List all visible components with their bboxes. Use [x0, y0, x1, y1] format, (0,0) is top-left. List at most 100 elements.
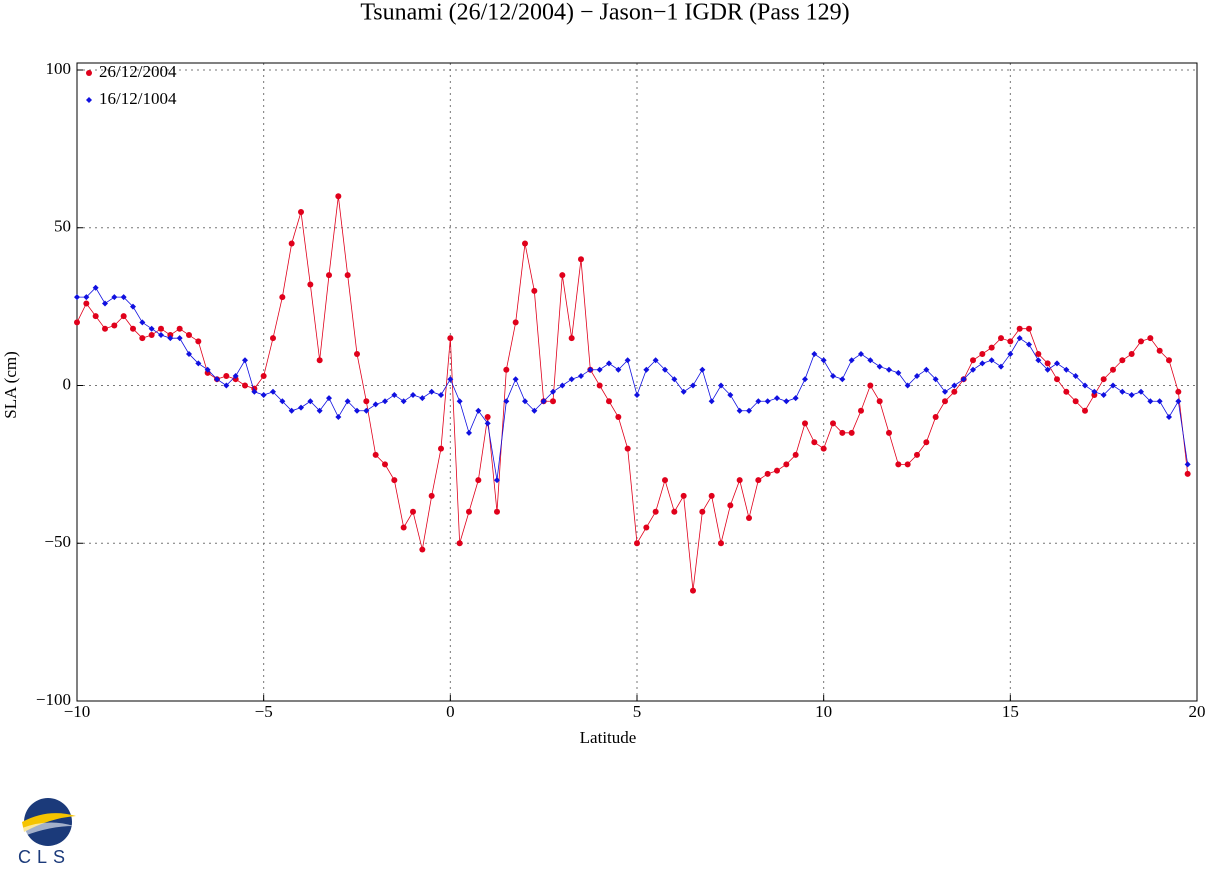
point [382, 461, 388, 468]
point [755, 477, 762, 484]
point [195, 338, 202, 345]
point [344, 398, 351, 405]
point [279, 294, 286, 301]
point [886, 366, 892, 373]
y-tick-label: −50 [44, 532, 71, 551]
point [204, 366, 211, 373]
point [886, 429, 892, 436]
point [876, 398, 883, 405]
point [456, 398, 463, 405]
point [904, 461, 911, 468]
x-tick-label: 5 [633, 702, 642, 721]
x-tick-label: 10 [815, 702, 832, 721]
point [1007, 350, 1014, 357]
point [1166, 414, 1172, 421]
point [531, 287, 538, 294]
point [456, 540, 463, 547]
point [811, 350, 818, 357]
point [634, 391, 640, 398]
point [727, 502, 734, 509]
x-tick-label: −10 [64, 702, 91, 721]
point [419, 395, 426, 402]
point [400, 524, 407, 531]
point [512, 319, 519, 326]
point [1100, 376, 1107, 383]
point [1044, 360, 1051, 367]
point [326, 272, 332, 279]
point [531, 407, 538, 414]
point [998, 335, 1004, 342]
point [764, 398, 771, 405]
point [774, 467, 780, 474]
point [102, 325, 108, 332]
point [391, 477, 398, 484]
point [494, 477, 500, 484]
point [895, 369, 902, 376]
point [382, 398, 388, 405]
point [988, 344, 995, 351]
legend-label: 26/12/2004 [99, 62, 177, 81]
point [746, 407, 752, 414]
point [354, 407, 360, 414]
point [503, 366, 510, 373]
point [718, 540, 724, 547]
legend-label: 16/12/1004 [99, 89, 177, 108]
point [335, 193, 342, 200]
point [755, 398, 762, 405]
point [428, 492, 435, 499]
point [839, 376, 846, 383]
point [979, 360, 986, 367]
point [335, 414, 342, 421]
point [447, 335, 454, 342]
point [867, 382, 874, 389]
point [1026, 325, 1032, 332]
point [951, 388, 958, 395]
point [307, 281, 314, 288]
legend-marker [86, 97, 92, 103]
logo-text: CLS [18, 847, 71, 867]
point [550, 398, 556, 405]
point [1007, 338, 1014, 345]
point [615, 414, 622, 421]
point [92, 313, 99, 320]
point [1082, 382, 1088, 389]
point [522, 398, 528, 405]
point [83, 294, 90, 301]
point [223, 373, 230, 380]
point [344, 272, 351, 279]
point [148, 325, 155, 332]
point [839, 429, 846, 436]
point [1054, 376, 1060, 383]
point [1063, 366, 1070, 373]
point [1044, 366, 1051, 373]
point [559, 382, 566, 389]
point [830, 420, 836, 427]
point [848, 357, 855, 364]
point [1156, 347, 1163, 354]
point [298, 208, 304, 215]
x-tick-label: 20 [1189, 702, 1206, 721]
point [298, 404, 304, 411]
point [111, 322, 118, 329]
chart-title: Tsunami (26/12/2004) − Jason−1 IGDR (Pas… [360, 0, 849, 26]
point [195, 360, 202, 367]
point [74, 294, 80, 301]
point [802, 376, 808, 383]
point [372, 451, 379, 458]
point [718, 382, 724, 389]
point [792, 451, 799, 458]
point [783, 461, 790, 468]
point [1100, 391, 1107, 398]
point [1054, 360, 1060, 367]
point [568, 335, 575, 342]
point [1138, 388, 1144, 395]
point [232, 373, 239, 380]
point [914, 451, 920, 458]
point [1175, 398, 1182, 405]
point [251, 388, 258, 395]
point [615, 366, 622, 373]
point [1035, 357, 1042, 364]
point [438, 391, 444, 398]
point [475, 407, 482, 414]
